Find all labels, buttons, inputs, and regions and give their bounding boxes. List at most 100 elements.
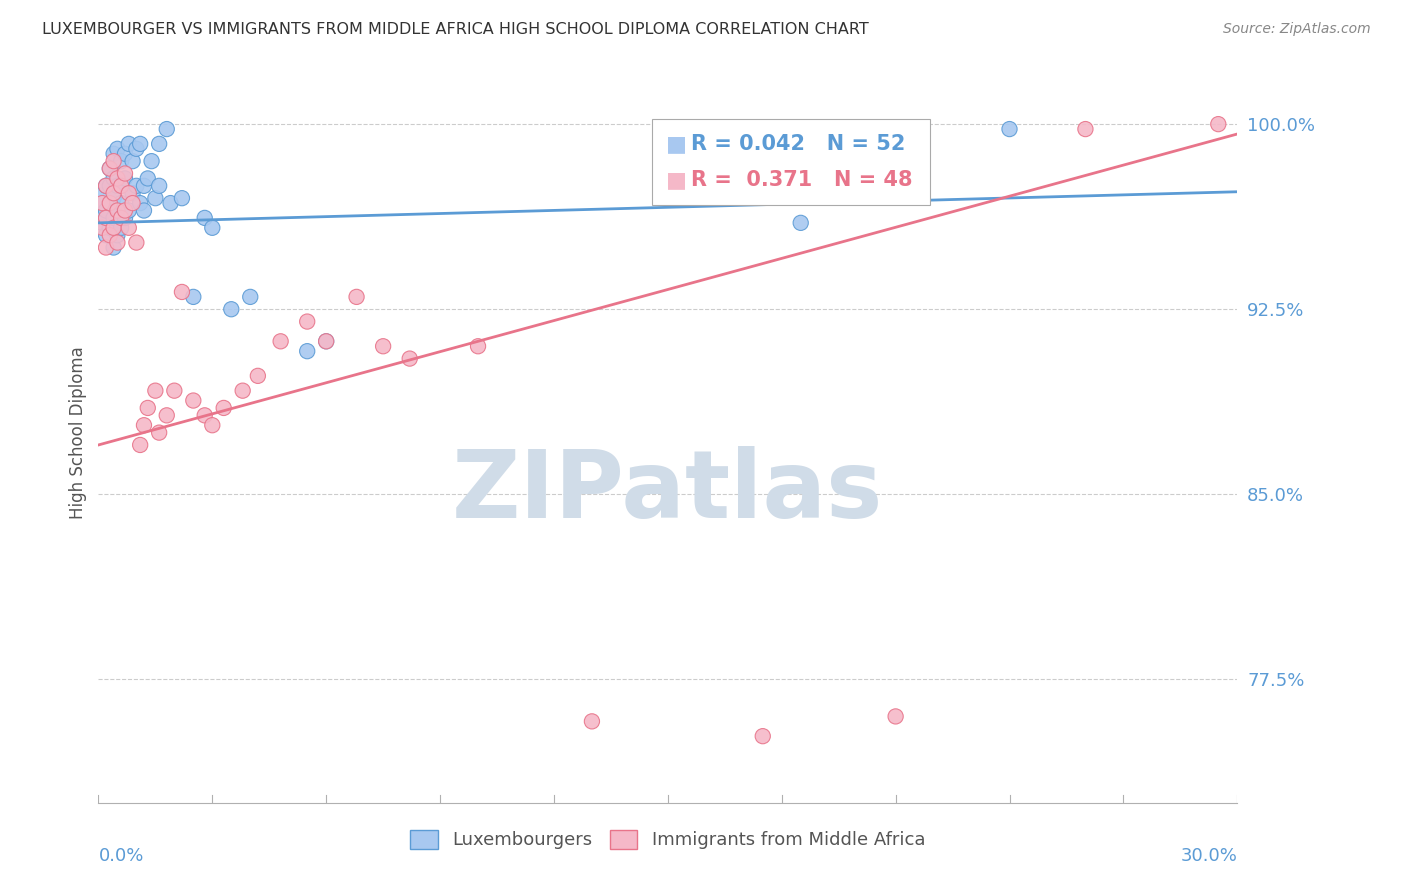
Point [110, 178, 132, 193]
Point [91, 220, 114, 235]
Point [129, 438, 152, 452]
Point [91, 196, 114, 211]
Point [145, 384, 167, 398]
Point [398, 351, 420, 366]
Point [94, 178, 117, 193]
Point [118, 203, 141, 218]
Point [884, 709, 907, 723]
Point [103, 240, 125, 254]
Point [114, 171, 136, 186]
Point [98, 196, 121, 211]
Point [98, 161, 121, 176]
Text: ZIPatlas: ZIPatlas [453, 446, 883, 538]
Point [94, 211, 117, 225]
Point [239, 290, 262, 304]
Point [98, 178, 121, 193]
Point [110, 154, 132, 169]
Point [129, 136, 152, 151]
Point [103, 211, 125, 225]
Y-axis label: High School Diploma: High School Diploma [69, 346, 87, 519]
Point [110, 196, 132, 211]
Point [107, 171, 129, 186]
Point [107, 203, 129, 218]
Point [110, 211, 132, 225]
Point [107, 203, 129, 218]
Point [183, 290, 205, 304]
Point [145, 191, 167, 205]
Text: LUXEMBOURGER VS IMMIGRANTS FROM MIDDLE AFRICA HIGH SCHOOL DIPLOMA CORRELATION CH: LUXEMBOURGER VS IMMIGRANTS FROM MIDDLE A… [42, 22, 869, 37]
Point [118, 186, 141, 201]
Point [107, 228, 129, 243]
Point [103, 154, 125, 169]
Point [129, 196, 152, 211]
Point [118, 220, 141, 235]
Point [136, 171, 159, 186]
Text: R =  0.371   N = 48: R = 0.371 N = 48 [690, 170, 912, 190]
Point [315, 334, 337, 349]
Text: ■: ■ [666, 134, 688, 153]
Point [110, 178, 132, 193]
Point [270, 334, 292, 349]
Point [114, 166, 136, 180]
Point [315, 334, 337, 349]
Point [159, 196, 181, 211]
Point [107, 235, 129, 250]
Point [170, 285, 193, 299]
Point [170, 191, 193, 205]
Point [91, 196, 114, 211]
Text: Source: ZipAtlas.com: Source: ZipAtlas.com [1223, 22, 1371, 37]
Point [371, 339, 394, 353]
Point [132, 178, 155, 193]
Point [148, 178, 170, 193]
Point [346, 290, 368, 304]
Point [183, 393, 205, 408]
Point [98, 220, 121, 235]
Point [246, 368, 269, 383]
Point [125, 142, 148, 156]
Point [125, 235, 148, 250]
Point [107, 178, 129, 193]
Point [110, 220, 132, 235]
Point [94, 203, 117, 218]
Point [103, 191, 125, 205]
Point [998, 122, 1021, 136]
Point [103, 171, 125, 186]
Point [114, 211, 136, 225]
Point [790, 216, 813, 230]
Point [194, 409, 217, 423]
Point [752, 729, 775, 743]
Point [1074, 122, 1097, 136]
Point [103, 220, 125, 235]
Point [212, 401, 235, 415]
Point [91, 216, 114, 230]
Point [114, 203, 136, 218]
Point [103, 146, 125, 161]
Point [136, 401, 159, 415]
Point [94, 178, 117, 193]
Point [98, 161, 121, 176]
Point [148, 136, 170, 151]
Point [121, 154, 143, 169]
Point [221, 302, 243, 317]
Point [581, 714, 603, 729]
Text: 30.0%: 30.0% [1181, 847, 1237, 865]
Point [467, 339, 489, 353]
Point [156, 409, 179, 423]
Point [94, 228, 117, 243]
Point [297, 344, 319, 359]
Point [194, 211, 217, 225]
Point [132, 203, 155, 218]
Point [297, 314, 319, 328]
Point [125, 178, 148, 193]
Text: 0.0%: 0.0% [98, 847, 143, 865]
Point [121, 196, 143, 211]
Text: ■: ■ [666, 170, 688, 190]
Legend: Luxembourgers, Immigrants from Middle Africa: Luxembourgers, Immigrants from Middle Af… [404, 823, 932, 856]
Point [148, 425, 170, 440]
Point [232, 384, 254, 398]
Point [98, 228, 121, 243]
Point [201, 418, 224, 433]
Point [103, 186, 125, 201]
Point [114, 146, 136, 161]
Point [141, 154, 163, 169]
